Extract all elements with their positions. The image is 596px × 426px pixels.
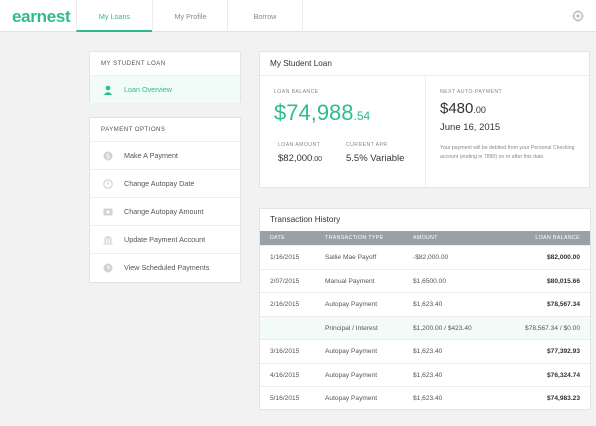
sidebar-item-loan-overview[interactable]: Loan Overview xyxy=(90,75,240,103)
cell-amount: $1,6500.00 xyxy=(413,277,447,285)
cell-date: 2/07/2015 xyxy=(270,277,300,285)
table-row[interactable]: 3/16/2015 Autopay Payment $1,623.40 $77,… xyxy=(260,339,590,363)
transaction-history-title: Transaction History xyxy=(270,215,341,224)
sidebar-item-label: Make A Payment xyxy=(124,151,178,160)
loan-amount-cents: .00 xyxy=(312,156,323,163)
cell-balance: $77,392.93 xyxy=(546,348,580,355)
cell-type: Manual Payment xyxy=(325,277,375,285)
cell-amount: $1,623.40 xyxy=(413,301,443,308)
cell-date: 5/16/2015 xyxy=(270,395,300,402)
loan-amount-main: $82,000 xyxy=(278,153,313,164)
cell-date: 1/16/2015 xyxy=(270,254,300,261)
sidebar-heading-student-loan: MY STUDENT LOAN xyxy=(101,60,166,67)
cell-amount: $1,200.00 / $423.40 xyxy=(413,324,472,332)
sidebar-item-change-autopay-amount[interactable]: Change Autopay Amount xyxy=(90,197,240,225)
cell-type: Autopay Payment xyxy=(325,395,378,402)
table-row[interactable]: 4/16/2015 Autopay Payment $1,623.40 $76,… xyxy=(260,362,590,387)
cell-amount: $1,623.40 xyxy=(413,395,443,402)
tab-my-profile[interactable]: My Profile xyxy=(152,0,228,32)
loan-card-title: My Student Loan xyxy=(260,52,589,76)
top-nav: earnest My Loans My Profile Borrow xyxy=(0,0,596,32)
table-row[interactable]: 5/16/2015 Autopay Payment $1,623.40 $74,… xyxy=(260,386,590,410)
cell-date: 2/16/2015 xyxy=(270,301,300,308)
cell-balance: $82,000.00 xyxy=(546,254,580,261)
col-balance: LOAN BALANCE xyxy=(535,235,580,241)
clock-icon xyxy=(103,179,113,189)
cell-type: Autopay Payment xyxy=(325,371,378,379)
table-row[interactable]: 2/07/2015 Manual Payment $1,6500.00 $80,… xyxy=(260,268,590,293)
cell-balance: $78,567.34 / $0.00 xyxy=(525,324,580,332)
loan-amount-value: $82,000.00 xyxy=(278,153,322,164)
next-payment-note: Your payment will be debited from your P… xyxy=(440,145,575,160)
table-row[interactable]: 1/16/2015 Sallie Mae Payoff -$82,000.00 … xyxy=(260,245,590,269)
next-payment-cents: .00 xyxy=(473,105,486,115)
sidebar-item-label: View Scheduled Payments xyxy=(124,263,210,272)
table-row[interactable]: 2/16/2015 Autopay Payment $1,623.40 $78,… xyxy=(260,292,590,316)
sidebar-item-change-autopay-date[interactable]: Change Autopay Date xyxy=(90,169,240,197)
sidebar-payment-options-card: PAYMENT OPTIONS $ Make A Payment Change … xyxy=(89,117,241,283)
cell-amount: -$82,000.00 xyxy=(413,254,449,261)
bank-icon xyxy=(103,235,113,245)
clock-icon xyxy=(103,263,113,273)
cell-balance: $78,567.34 xyxy=(546,301,580,308)
col-date: DATE xyxy=(270,235,286,241)
cell-balance: $80,015.66 xyxy=(546,277,580,285)
cell-type: Autopay Payment xyxy=(325,348,378,355)
money-icon xyxy=(103,208,113,216)
loan-summary-card: My Student Loan LOAN BALANCE $74,988.54 … xyxy=(259,51,590,188)
sidebar-item-view-scheduled-payments[interactable]: View Scheduled Payments xyxy=(90,253,240,281)
cell-balance: $76,324.74 xyxy=(546,371,580,379)
cell-amount: $1,623.40 xyxy=(413,348,443,355)
loan-amount-label: LOAN AMOUNT xyxy=(278,142,321,148)
cell-date: 4/16/2015 xyxy=(270,371,300,379)
col-amount: AMOUNT xyxy=(413,235,438,241)
transaction-history-card: Transaction History DATE TRANSACTION TYP… xyxy=(259,208,591,410)
tab-borrow[interactable]: Borrow xyxy=(227,0,303,32)
gear-icon[interactable] xyxy=(572,10,584,22)
sidebar-item-update-payment-account[interactable]: Update Payment Account xyxy=(90,225,240,253)
cell-type: Autopay Payment xyxy=(325,301,378,308)
transaction-table-header: DATE TRANSACTION TYPE AMOUNT LOAN BALANC… xyxy=(260,231,590,245)
next-payment-label: NEXT AUTO-PAYMENT xyxy=(440,89,503,95)
svg-text:$: $ xyxy=(106,153,110,161)
next-payment-value: $480.00 xyxy=(440,100,486,117)
col-type: TRANSACTION TYPE xyxy=(325,235,384,241)
tab-my-loans[interactable]: My Loans xyxy=(76,0,152,32)
person-icon xyxy=(103,85,113,95)
loan-balance-main: $74,988 xyxy=(274,100,354,125)
sidebar-student-loan-card: MY STUDENT LOAN Loan Overview xyxy=(89,51,241,103)
cell-amount: $1,623.40 xyxy=(413,371,443,379)
cell-type: Sallie Mae Payoff xyxy=(325,254,377,261)
table-row-breakdown: Principal / Interest $1,200.00 / $423.40… xyxy=(260,315,590,339)
sidebar-item-label: Loan Overview xyxy=(124,85,172,94)
apr-label: CURRENT APR xyxy=(346,142,388,148)
loan-card-divider xyxy=(425,76,426,188)
next-payment-main: $480 xyxy=(440,100,474,117)
next-payment-date: June 16, 2015 xyxy=(440,122,501,133)
sidebar-item-label: Change Autopay Amount xyxy=(124,207,204,216)
earnest-logo[interactable]: earnest xyxy=(12,7,71,26)
cell-balance: $74,983.23 xyxy=(546,395,580,402)
cell-date: 3/16/2015 xyxy=(270,348,300,355)
sidebar-item-label: Change Autopay Date xyxy=(124,179,195,188)
loan-balance-cents: .54 xyxy=(353,109,371,123)
cell-type: Principal / Interest xyxy=(325,324,378,332)
loan-balance-value: $74,988.54 xyxy=(274,100,370,126)
dollar-icon: $ xyxy=(103,151,113,161)
apr-value: 5.5% Variable xyxy=(346,153,405,164)
sidebar-heading-payment-options: PAYMENT OPTIONS xyxy=(101,126,166,133)
sidebar-item-label: Update Payment Account xyxy=(124,235,206,244)
loan-balance-label: LOAN BALANCE xyxy=(274,89,319,95)
sidebar-item-make-payment[interactable]: $ Make A Payment xyxy=(90,141,240,169)
